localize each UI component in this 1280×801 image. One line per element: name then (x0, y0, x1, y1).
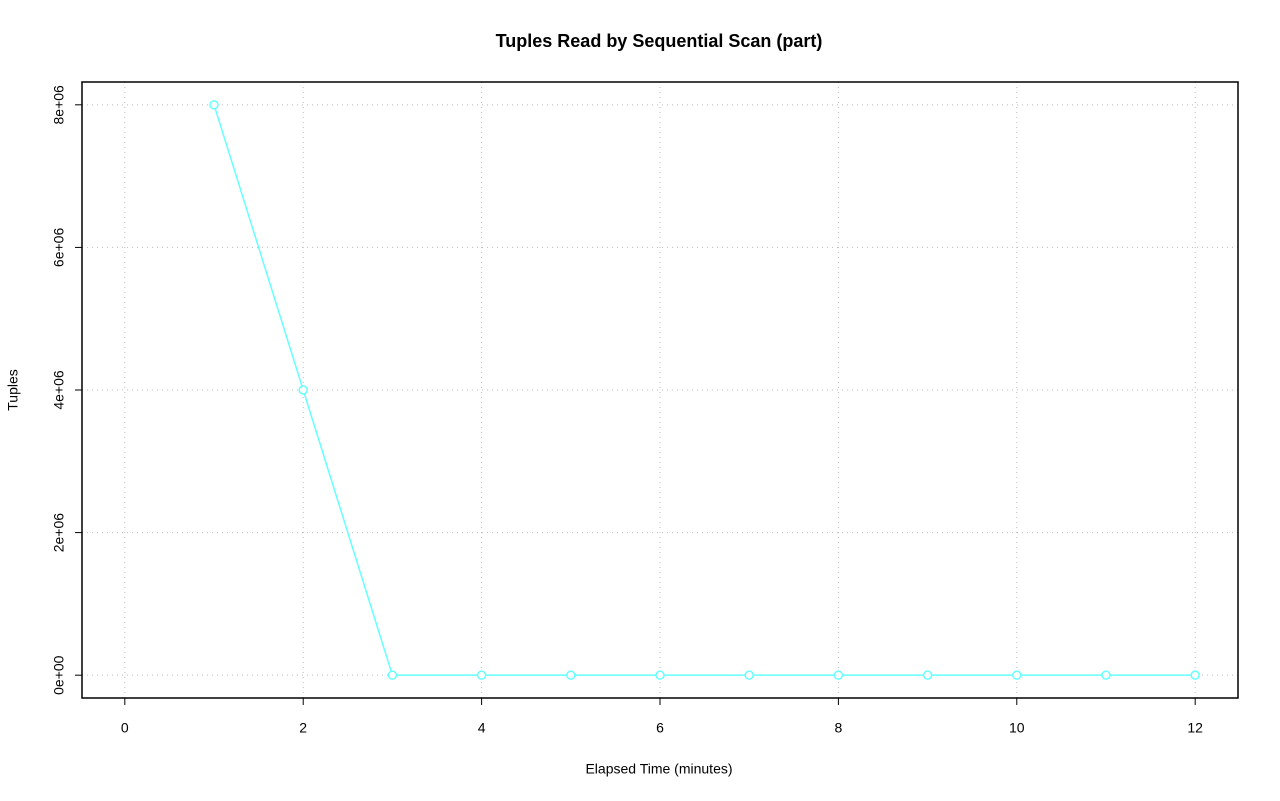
point (387, 670, 398, 680)
line (213, 104, 1196, 676)
point (298, 385, 308, 395)
point (833, 670, 844, 680)
y-axis-title: Tuples (5, 369, 21, 411)
y-tick-label: 8e+06 (51, 85, 67, 125)
y-tick-label: 6e+06 (51, 228, 67, 268)
point (655, 670, 665, 680)
chart-title: Tuples Read by Sequential Scan (part) (496, 31, 823, 51)
x-tick-label: 6 (656, 720, 664, 736)
point (744, 670, 754, 680)
x-axis-title: Elapsed Time (minutes) (585, 761, 732, 777)
x-tick-label: 2 (299, 720, 307, 736)
y-tick-label: 2e+06 (51, 513, 67, 553)
x-tick-label: 4 (478, 720, 486, 736)
point (209, 100, 219, 110)
x-tick-label: 8 (834, 720, 842, 736)
y-tick-label: 4e+06 (51, 370, 67, 410)
point (1101, 670, 1111, 680)
point (566, 670, 576, 680)
y-tick-label: 0e+00 (51, 655, 67, 695)
x-tick-label: 12 (1187, 720, 1203, 736)
x-tick-label: 0 (121, 720, 129, 736)
point (476, 670, 487, 680)
point (1190, 670, 1200, 680)
x-tick-label: 10 (1009, 720, 1025, 736)
plot-frame (81, 81, 1239, 699)
point (1012, 670, 1022, 680)
point (922, 670, 933, 680)
